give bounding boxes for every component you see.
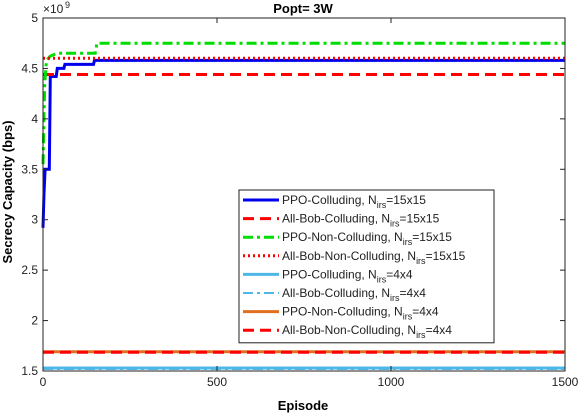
- legend-label-2: All-Bob-Colluding, Nirs=15x15: [282, 212, 440, 229]
- legend-label-3: PPO-Non-Colluding, Nirs=15x15: [282, 230, 452, 247]
- series-line-3: [41, 41, 565, 165]
- y-tick-label: 3.5: [21, 162, 38, 176]
- tick-layer: 0 500 1000 1500 1.5 2 2.5 3 3.5 4 4.5 5: [21, 11, 578, 389]
- series-line-1: [41, 58, 565, 228]
- y-tick-label: 3: [31, 213, 38, 227]
- x-tick-label: 0: [40, 375, 47, 389]
- x-tick-label: 500: [207, 375, 227, 389]
- legend-label-7: PPO-Non-Colluding, Nirs=4x4: [282, 305, 439, 322]
- y-tick-label: 5: [31, 11, 38, 25]
- chart-title: Popt= 3W: [273, 1, 333, 16]
- legend-label-6: All-Bob-Colluding, Nirs=4x4: [282, 286, 426, 303]
- legend-box: [238, 189, 495, 344]
- legend-label-5: PPO-Colluding, Nirs=4x4: [282, 267, 413, 284]
- legend-label-8: All-Bob-Non-Colluding, Nirs=4x4: [282, 323, 452, 340]
- y-axis-exponent-label: ×10 9: [43, 0, 70, 16]
- y-exponent-base: ×10: [43, 2, 64, 16]
- series-layer: [41, 41, 565, 370]
- y-axis-label: Secrecy Capacity (bps): [0, 120, 15, 263]
- y-tick-label: 1.5: [21, 364, 38, 378]
- legend: PPO-Colluding, Nirs=15x15 All-Bob-Colludi…: [238, 189, 495, 344]
- y-tick-label: 4.5: [21, 61, 38, 75]
- x-axis-label: Episode: [278, 398, 329, 413]
- legend-label-4: All-Bob-Non-Colluding, Nirs=15x15: [282, 249, 466, 266]
- x-tick-label: 1000: [378, 375, 405, 389]
- axes-layer: [42, 17, 566, 372]
- legend-label-1: PPO-Colluding, Nirs=15x15: [282, 193, 426, 210]
- plot-frame: [42, 17, 566, 372]
- y-tick-label: 2: [31, 314, 38, 328]
- x-tick-label: 1500: [552, 375, 579, 389]
- y-exponent-power: 9: [65, 0, 70, 10]
- y-tick-label: 4: [31, 112, 38, 126]
- y-tick-label: 2.5: [21, 263, 38, 277]
